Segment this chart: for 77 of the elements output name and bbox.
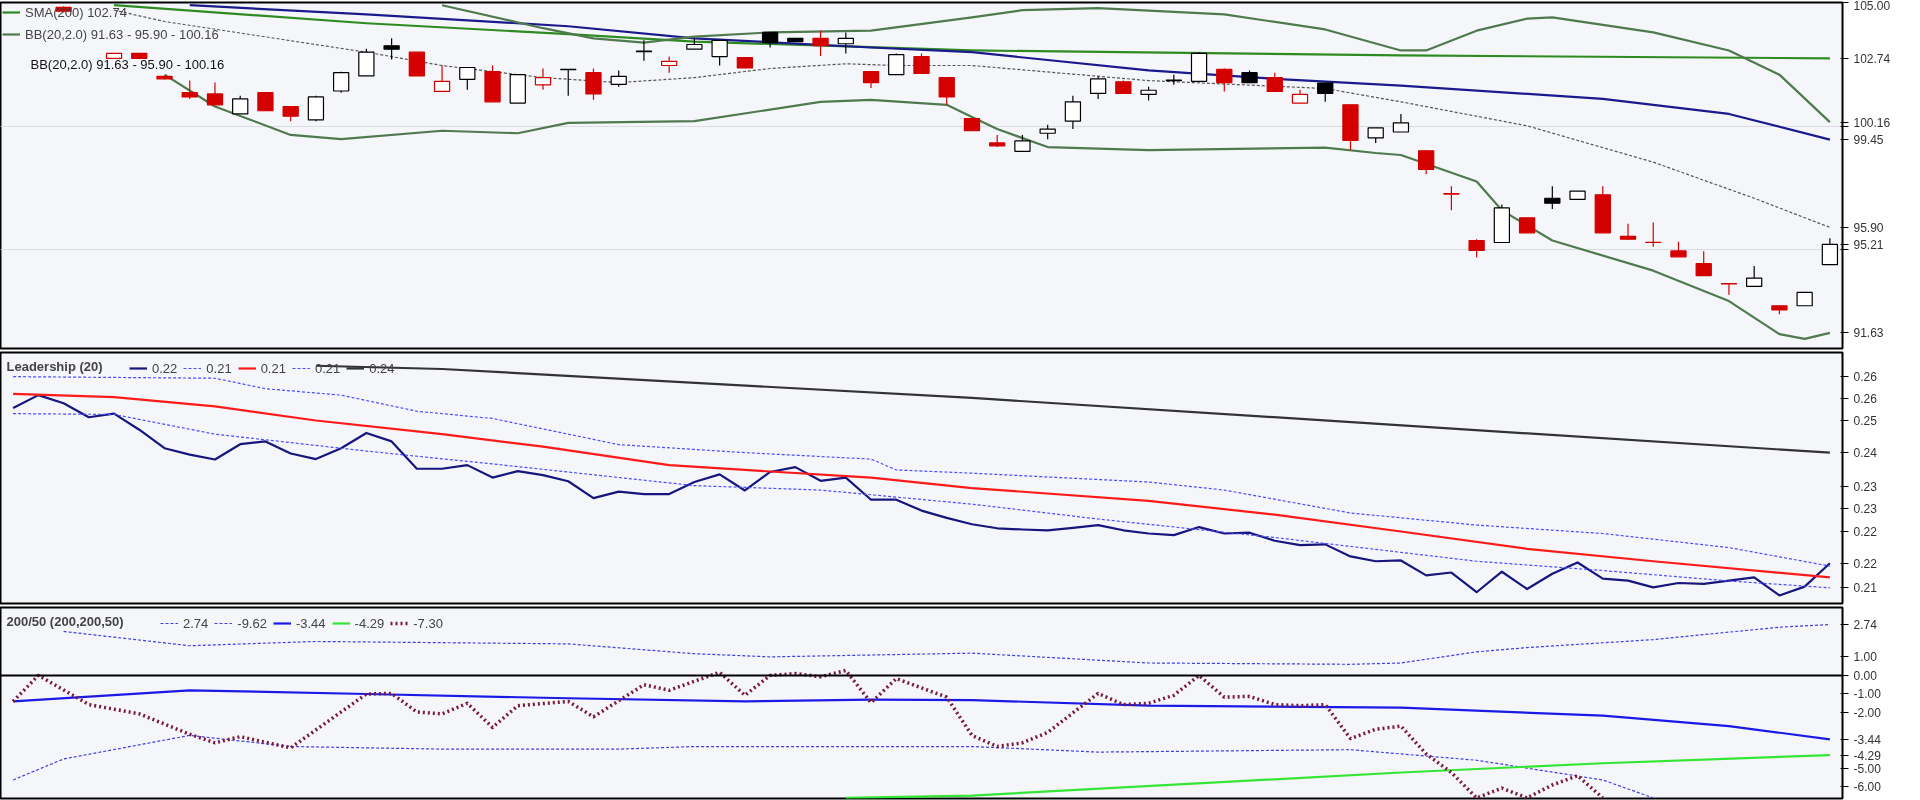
line-series — [844, 753, 1831, 799]
candlestick — [1317, 81, 1334, 103]
candlestick — [257, 92, 274, 112]
line-series — [12, 734, 1654, 799]
y-tick-label: 99.45 — [1853, 133, 1884, 148]
candlestick — [913, 52, 930, 75]
y-tick-label: 1.00 — [1853, 650, 1878, 665]
annotation: BB(20,2.0) 91.63 - 95.90 - 100.16 — [30, 57, 225, 72]
candlestick — [1417, 149, 1435, 175]
candlestick — [1266, 72, 1283, 93]
candlestick — [1619, 223, 1637, 240]
legend-label: 2.74 — [183, 615, 209, 631]
candlestick — [1821, 237, 1839, 266]
candlestick — [1720, 282, 1738, 296]
y-tick-label: -3.44 — [1853, 732, 1882, 747]
candlestick — [1392, 113, 1410, 133]
candlestick — [1468, 238, 1485, 259]
candlestick — [938, 77, 955, 106]
candlestick — [232, 95, 249, 115]
y-tick-label: -5.00 — [1853, 761, 1882, 776]
y-tick-label: 0.26 — [1853, 391, 1878, 406]
y-tick-label: 95.90 — [1853, 220, 1884, 235]
legend-label: BB(20,2.0) 91.63 - 95.90 - 100.16 — [25, 26, 219, 42]
legend-label: 0.21 — [260, 360, 286, 376]
legend-label: -4.29 — [354, 615, 385, 631]
candlestick — [408, 51, 426, 77]
y-tick-label: 2.74 — [1853, 618, 1878, 633]
candlestick — [433, 64, 451, 93]
text: 200/50 (200,200,50) — [6, 614, 124, 629]
line-series — [163, 73, 1831, 340]
line-series — [314, 364, 1831, 454]
line-series — [11, 668, 1605, 799]
candlestick — [1746, 265, 1763, 288]
candlestick — [585, 67, 602, 101]
y-tick-label: -2.00 — [1853, 706, 1882, 721]
y-tick-label: 0.22 — [1853, 524, 1878, 539]
y-tick-label: 0.23 — [1853, 502, 1878, 517]
y-tick-label: 0.00 — [1853, 668, 1878, 683]
y-tick-label: 0.21 — [1853, 581, 1878, 596]
line-series — [12, 689, 1831, 741]
candlestick — [1089, 75, 1107, 100]
y-tick-label: 100.16 — [1853, 115, 1891, 130]
candlestick — [1064, 95, 1082, 130]
candlestick — [358, 48, 375, 77]
y-tick-label: 105.00 — [1853, 0, 1891, 13]
y-tick-label: -4.29 — [1853, 748, 1882, 763]
candlestick — [1216, 67, 1233, 93]
candlestick — [888, 52, 905, 76]
y-tick-label: 95.21 — [1853, 237, 1884, 252]
y-tick-label: 0.23 — [1853, 480, 1878, 495]
y-tick-label: 0.24 — [1853, 446, 1878, 461]
candlestick — [1443, 185, 1460, 211]
y-tick-label: 91.63 — [1853, 326, 1884, 341]
y-tick-label: 0.26 — [1853, 369, 1878, 384]
candlestick — [812, 30, 829, 57]
candlestick — [383, 37, 400, 61]
candlestick — [206, 81, 224, 106]
candlestick — [181, 80, 198, 100]
candlestick — [1544, 185, 1561, 210]
text: Leadership (20) — [6, 359, 103, 374]
legend-label: SMA(200) 102.74 — [25, 4, 127, 20]
candlestick — [837, 31, 854, 55]
legend-label: 0.22 — [152, 360, 178, 376]
legend-label: -3.44 — [295, 615, 326, 631]
candlestick — [459, 66, 476, 91]
y-tick-label: 0.25 — [1853, 413, 1878, 428]
y-tick-label: -1.00 — [1853, 687, 1882, 702]
y-tick-label: 102.74 — [1853, 51, 1891, 66]
legend-label: -7.30 — [413, 615, 443, 631]
y-tick-label: 0.22 — [1853, 556, 1878, 571]
y-tick-label: -6.00 — [1853, 780, 1882, 795]
candlestick — [711, 39, 728, 67]
legend-label: -9.62 — [237, 615, 267, 631]
candlestick — [1695, 250, 1712, 277]
line-series — [440, 4, 1831, 124]
candlestick — [534, 67, 552, 91]
legend-label: 0.21 — [206, 360, 232, 376]
